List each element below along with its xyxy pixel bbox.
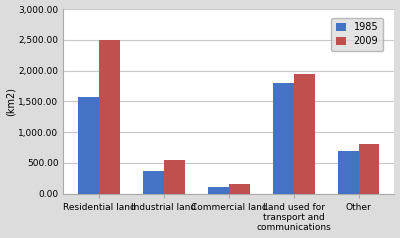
Y-axis label: (km2): (km2) <box>6 87 16 116</box>
Bar <box>229 184 250 194</box>
Bar <box>78 97 99 194</box>
Bar <box>164 160 185 194</box>
Bar <box>208 188 229 194</box>
Bar <box>273 83 294 194</box>
Bar <box>99 40 120 194</box>
Bar <box>294 74 314 194</box>
Bar <box>143 171 164 194</box>
Legend: 1985, 2009: 1985, 2009 <box>331 18 383 51</box>
Bar <box>338 151 359 194</box>
Bar <box>359 144 379 194</box>
